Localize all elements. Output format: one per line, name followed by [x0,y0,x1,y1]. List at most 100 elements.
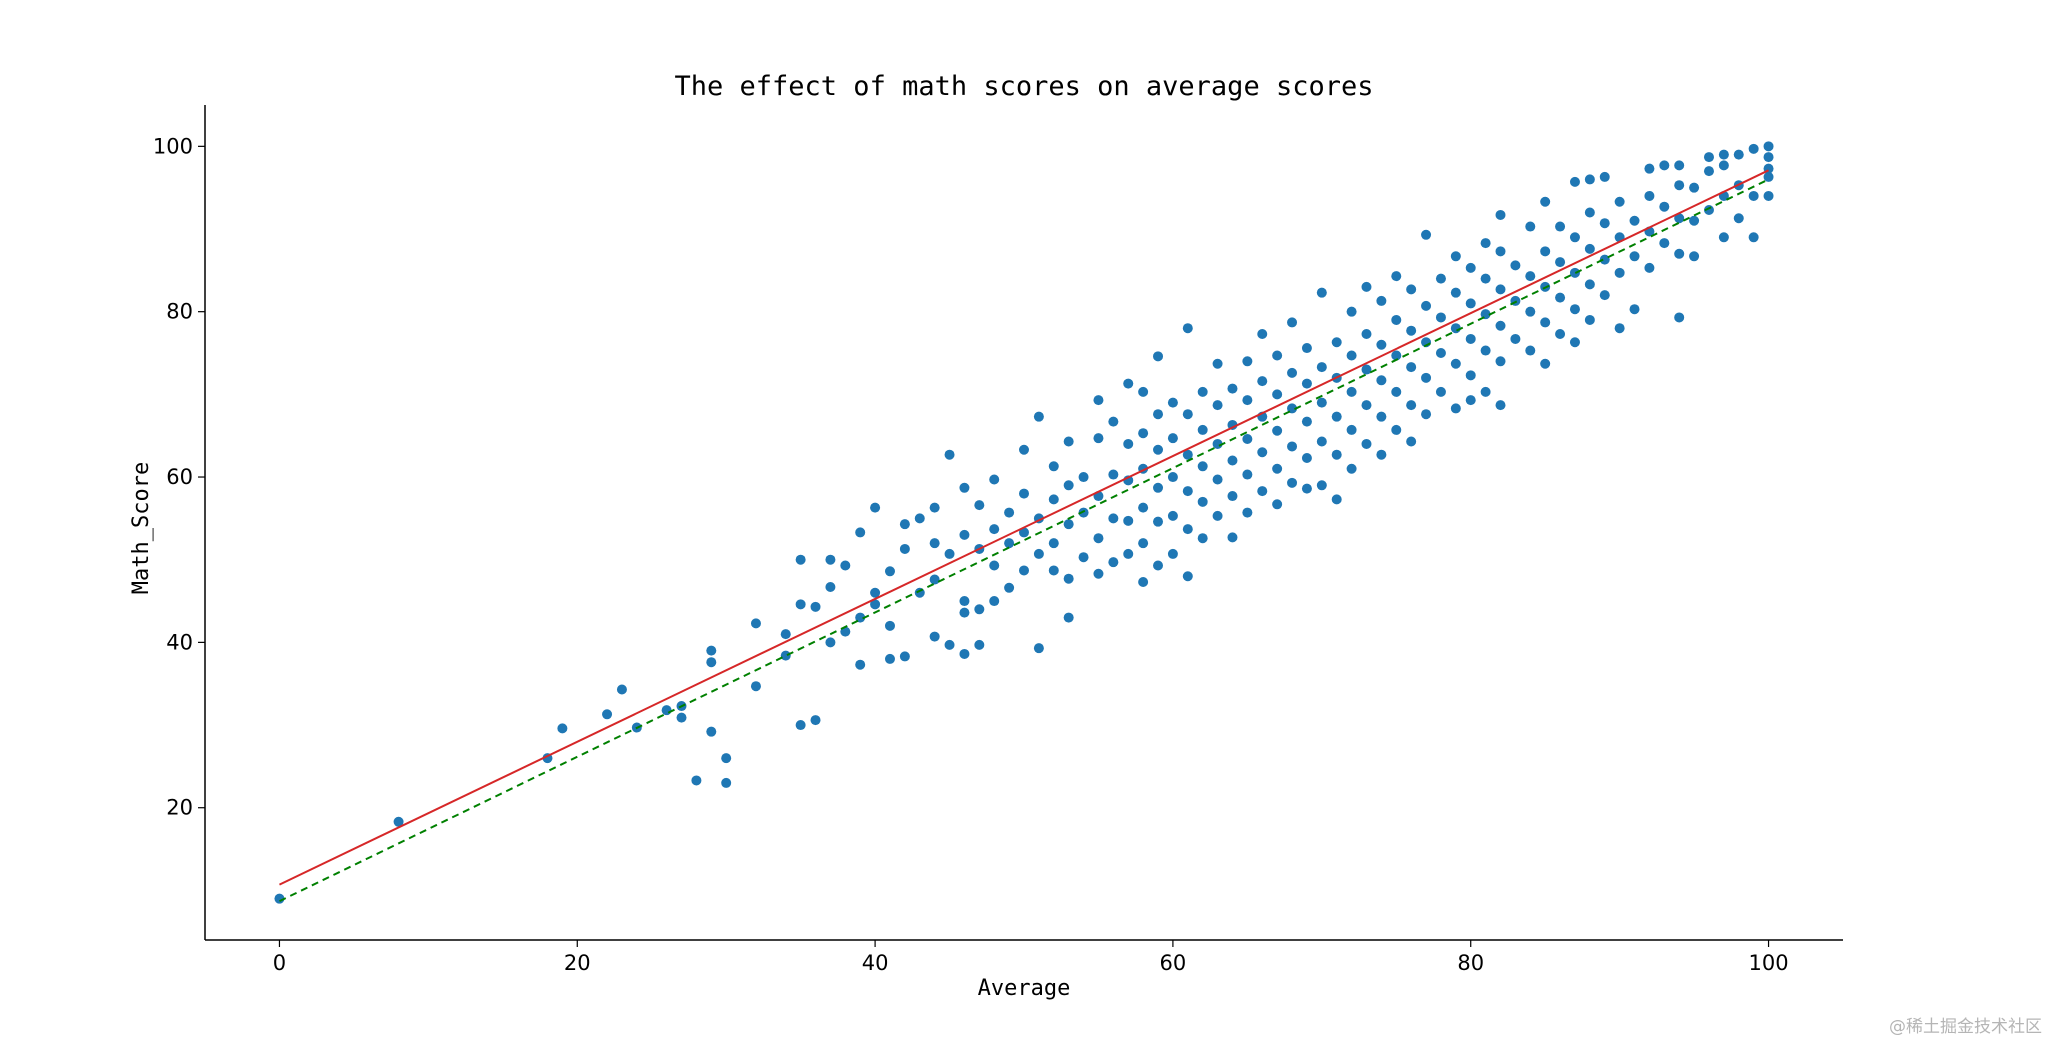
scatter-point [1391,386,1402,397]
scatter-point [929,538,940,549]
scatter-point [1614,267,1625,278]
scatter-point [1480,238,1491,249]
scatter-point [1421,409,1432,420]
scatter-point [1138,577,1149,588]
scatter-point [1718,160,1729,171]
scatter-point [1584,243,1595,254]
scatter-point [1287,367,1298,378]
scatter-point [1569,176,1580,187]
scatter-point [1227,532,1238,543]
scatter-point [1346,386,1357,397]
scatter-point [1138,538,1149,549]
scatter-point [810,601,821,612]
scatter-point [1465,298,1476,309]
scatter-point [676,712,687,723]
scatter-point [1435,273,1446,284]
scatter-point [1167,397,1178,408]
scatter-point [1331,494,1342,505]
scatter-point [1153,444,1164,455]
scatter-point [750,618,761,629]
fit-line [279,169,1769,886]
scatter-point [1540,358,1551,369]
scatter-point [795,554,806,565]
scatter-point [1346,306,1357,317]
x-tick-label: 20 [564,951,591,975]
scatter-point [1257,486,1268,497]
scatter-point [1063,480,1074,491]
y-axis-label: Math_Score [129,462,154,594]
scatter-point [1376,375,1387,386]
scatter-point [274,893,285,904]
scatter-point [1674,248,1685,259]
scatter-point [1495,400,1506,411]
scatter-point [1584,174,1595,185]
scatter-point [944,449,955,460]
scatter-point [1138,386,1149,397]
scatter-point [1331,337,1342,348]
regression-lines [279,169,1769,903]
scatter-point [1525,271,1536,282]
scatter-point [1361,281,1372,292]
scatter-point [1272,389,1283,400]
scatter-point [974,639,985,650]
scatter-point [721,777,732,788]
scatter-point [1167,548,1178,559]
scatter-point [1316,480,1327,491]
scatter-point [825,637,836,648]
scatter-point [1748,232,1759,243]
scatter-point [1182,409,1193,420]
scatter-point [1584,207,1595,218]
y-tick-label: 80 [166,300,193,324]
scatter-point [1391,350,1402,361]
scatter-point [1391,271,1402,282]
scatter-point [1346,350,1357,361]
scatter-point [1123,515,1134,526]
scatter-point [1257,329,1268,340]
y-tick-label: 40 [166,630,193,654]
scatter-point [1063,573,1074,584]
scatter-point [1078,472,1089,483]
scatter-point [1421,300,1432,311]
scatter-point [1703,204,1714,215]
scatter-point [1301,453,1312,464]
scatter-point [1421,229,1432,240]
y-tick-label: 60 [166,465,193,489]
scatter-point [1212,438,1223,449]
scatter-point [1123,548,1134,559]
scatter-point [1197,461,1208,472]
x-tick-label: 0 [273,951,286,975]
scatter-point [914,587,925,598]
scatter-point [1108,469,1119,480]
scatter-point [1406,362,1417,373]
scatter-point [974,604,985,615]
scatter-point [1763,171,1774,182]
scatter-point [1257,447,1268,458]
scatter-point [1182,571,1193,582]
scatter-point [1242,469,1253,480]
x-axis-label: Average [978,976,1071,1001]
y-tick-label: 20 [166,796,193,820]
scatter-point [855,527,866,538]
dashed-trend-line [279,178,1769,903]
scatter-point [989,474,1000,485]
scatter-point [1033,643,1044,654]
scatter-point [1212,400,1223,411]
scatter-point [1227,455,1238,466]
scatter-point [1599,171,1610,182]
scatter-point [1301,416,1312,427]
y-tick-label: 100 [153,134,193,158]
scatter-point [706,726,717,737]
scatter-point [1540,317,1551,328]
scatter-point [884,653,895,664]
axes: 0 20 40 60 80 100 20 40 60 80 100 [153,105,1843,975]
scatter-point [1242,356,1253,367]
scatter-point [691,775,702,786]
scatter-point [1227,419,1238,430]
scatter-point [1510,260,1521,271]
scatter-point [1153,482,1164,493]
scatter-point [1525,345,1536,356]
scatter-point [1703,152,1714,163]
scatter-point [1718,232,1729,243]
scatter-point [1569,337,1580,348]
scatter-point [1465,370,1476,381]
